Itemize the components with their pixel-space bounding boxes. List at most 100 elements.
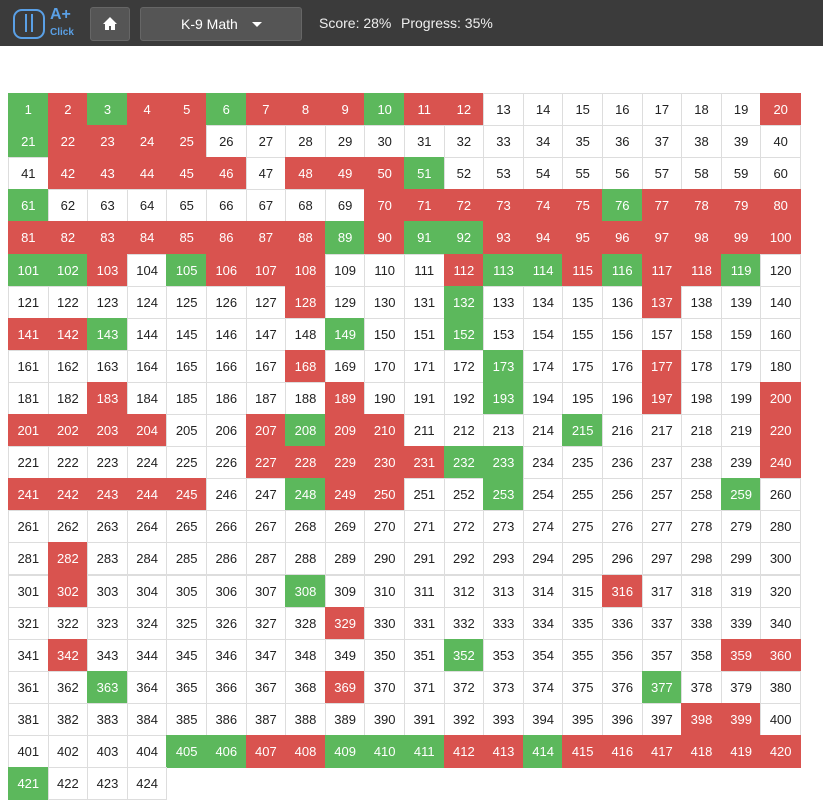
problem-cell[interactable]: 341 <box>8 638 49 672</box>
problem-cell[interactable]: 29 <box>324 125 366 159</box>
problem-cell[interactable]: 40 <box>760 125 801 159</box>
problem-cell[interactable]: 224 <box>126 446 168 480</box>
problem-cell[interactable]: 327 <box>245 606 287 640</box>
problem-cell[interactable]: 283 <box>87 542 128 576</box>
problem-cell[interactable]: 106 <box>206 253 247 287</box>
problem-cell[interactable]: 23 <box>87 125 128 159</box>
problem-cell[interactable]: 310 <box>364 574 405 608</box>
problem-cell[interactable]: 158 <box>681 317 722 351</box>
problem-cell[interactable]: 202 <box>47 414 89 448</box>
problem-cell[interactable]: 417 <box>641 735 683 769</box>
problem-cell[interactable]: 225 <box>166 446 207 480</box>
problem-cell[interactable]: 124 <box>126 285 168 319</box>
problem-cell[interactable]: 195 <box>562 381 603 415</box>
problem-cell[interactable]: 226 <box>206 446 247 480</box>
problem-cell[interactable]: 60 <box>760 157 801 191</box>
problem-cell[interactable]: 285 <box>166 542 207 576</box>
problem-cell[interactable]: 377 <box>641 670 683 704</box>
problem-cell[interactable]: 87 <box>245 221 287 255</box>
problem-cell[interactable]: 236 <box>602 446 643 480</box>
problem-cell[interactable]: 64 <box>126 189 168 223</box>
problem-cell[interactable]: 385 <box>166 702 207 736</box>
problem-cell[interactable]: 107 <box>245 253 287 287</box>
problem-cell[interactable]: 251 <box>404 478 445 512</box>
problem-cell[interactable]: 171 <box>404 349 445 383</box>
problem-cell[interactable]: 38 <box>681 125 722 159</box>
problem-cell[interactable]: 404 <box>126 735 168 769</box>
problem-cell[interactable]: 277 <box>641 510 683 544</box>
problem-cell[interactable]: 198 <box>681 381 722 415</box>
problem-cell[interactable]: 41 <box>8 157 49 191</box>
problem-cell[interactable]: 165 <box>166 349 207 383</box>
problem-cell[interactable]: 6 <box>206 93 247 127</box>
problem-cell[interactable]: 96 <box>602 221 643 255</box>
problem-cell[interactable]: 334 <box>522 606 564 640</box>
problem-cell[interactable]: 372 <box>443 670 485 704</box>
problem-cell[interactable]: 54 <box>522 157 564 191</box>
problem-cell[interactable]: 371 <box>404 670 445 704</box>
problem-cell[interactable]: 264 <box>126 510 168 544</box>
problem-cell[interactable]: 411 <box>404 735 445 769</box>
problem-cell[interactable]: 359 <box>720 638 762 672</box>
problem-cell[interactable]: 13 <box>483 93 524 127</box>
problem-cell[interactable]: 194 <box>522 381 564 415</box>
problem-cell[interactable]: 344 <box>126 638 168 672</box>
problem-cell[interactable]: 154 <box>522 317 564 351</box>
problem-cell[interactable]: 381 <box>8 702 49 736</box>
problem-cell[interactable]: 22 <box>47 125 89 159</box>
problem-cell[interactable]: 294 <box>522 542 564 576</box>
problem-cell[interactable]: 93 <box>483 221 524 255</box>
home-button[interactable] <box>90 7 130 41</box>
problem-cell[interactable]: 361 <box>8 670 49 704</box>
problem-cell[interactable]: 218 <box>681 414 722 448</box>
problem-cell[interactable]: 211 <box>404 414 445 448</box>
problem-cell[interactable]: 389 <box>324 702 366 736</box>
problem-cell[interactable]: 108 <box>285 253 326 287</box>
problem-cell[interactable]: 207 <box>245 414 287 448</box>
problem-cell[interactable]: 123 <box>87 285 128 319</box>
problem-cell[interactable]: 237 <box>641 446 683 480</box>
problem-cell[interactable]: 219 <box>720 414 762 448</box>
problem-cell[interactable]: 419 <box>720 735 762 769</box>
problem-cell[interactable]: 306 <box>206 574 247 608</box>
problem-cell[interactable]: 364 <box>126 670 168 704</box>
problem-cell[interactable]: 52 <box>443 157 485 191</box>
problem-cell[interactable]: 316 <box>602 574 643 608</box>
problem-cell[interactable]: 217 <box>641 414 683 448</box>
problem-cell[interactable]: 182 <box>47 381 89 415</box>
problem-cell[interactable]: 214 <box>522 414 564 448</box>
problem-cell[interactable]: 111 <box>404 253 445 287</box>
problem-cell[interactable]: 196 <box>602 381 643 415</box>
problem-cell[interactable]: 216 <box>602 414 643 448</box>
problem-cell[interactable]: 183 <box>87 381 128 415</box>
problem-cell[interactable]: 406 <box>206 735 247 769</box>
problem-cell[interactable]: 160 <box>760 317 801 351</box>
problem-cell[interactable]: 57 <box>641 157 683 191</box>
problem-cell[interactable]: 62 <box>47 189 89 223</box>
problem-cell[interactable]: 258 <box>681 478 722 512</box>
problem-cell[interactable]: 73 <box>483 189 524 223</box>
problem-cell[interactable]: 387 <box>245 702 287 736</box>
problem-cell[interactable]: 273 <box>483 510 524 544</box>
problem-cell[interactable]: 305 <box>166 574 207 608</box>
problem-cell[interactable]: 36 <box>602 125 643 159</box>
problem-cell[interactable]: 314 <box>522 574 564 608</box>
problem-cell[interactable]: 39 <box>720 125 762 159</box>
problem-cell[interactable]: 166 <box>206 349 247 383</box>
problem-cell[interactable]: 320 <box>760 574 801 608</box>
problem-cell[interactable]: 392 <box>443 702 485 736</box>
problem-cell[interactable]: 339 <box>720 606 762 640</box>
problem-cell[interactable]: 186 <box>206 381 247 415</box>
problem-cell[interactable]: 21 <box>8 125 49 159</box>
problem-cell[interactable]: 85 <box>166 221 207 255</box>
problem-cell[interactable]: 382 <box>47 702 89 736</box>
problem-cell[interactable]: 157 <box>641 317 683 351</box>
problem-cell[interactable]: 412 <box>443 735 485 769</box>
problem-cell[interactable]: 9 <box>324 93 366 127</box>
problem-cell[interactable]: 270 <box>364 510 405 544</box>
problem-cell[interactable]: 220 <box>760 414 801 448</box>
problem-cell[interactable]: 170 <box>364 349 405 383</box>
problem-cell[interactable]: 209 <box>324 414 366 448</box>
problem-cell[interactable]: 302 <box>47 574 89 608</box>
problem-cell[interactable]: 396 <box>602 702 643 736</box>
